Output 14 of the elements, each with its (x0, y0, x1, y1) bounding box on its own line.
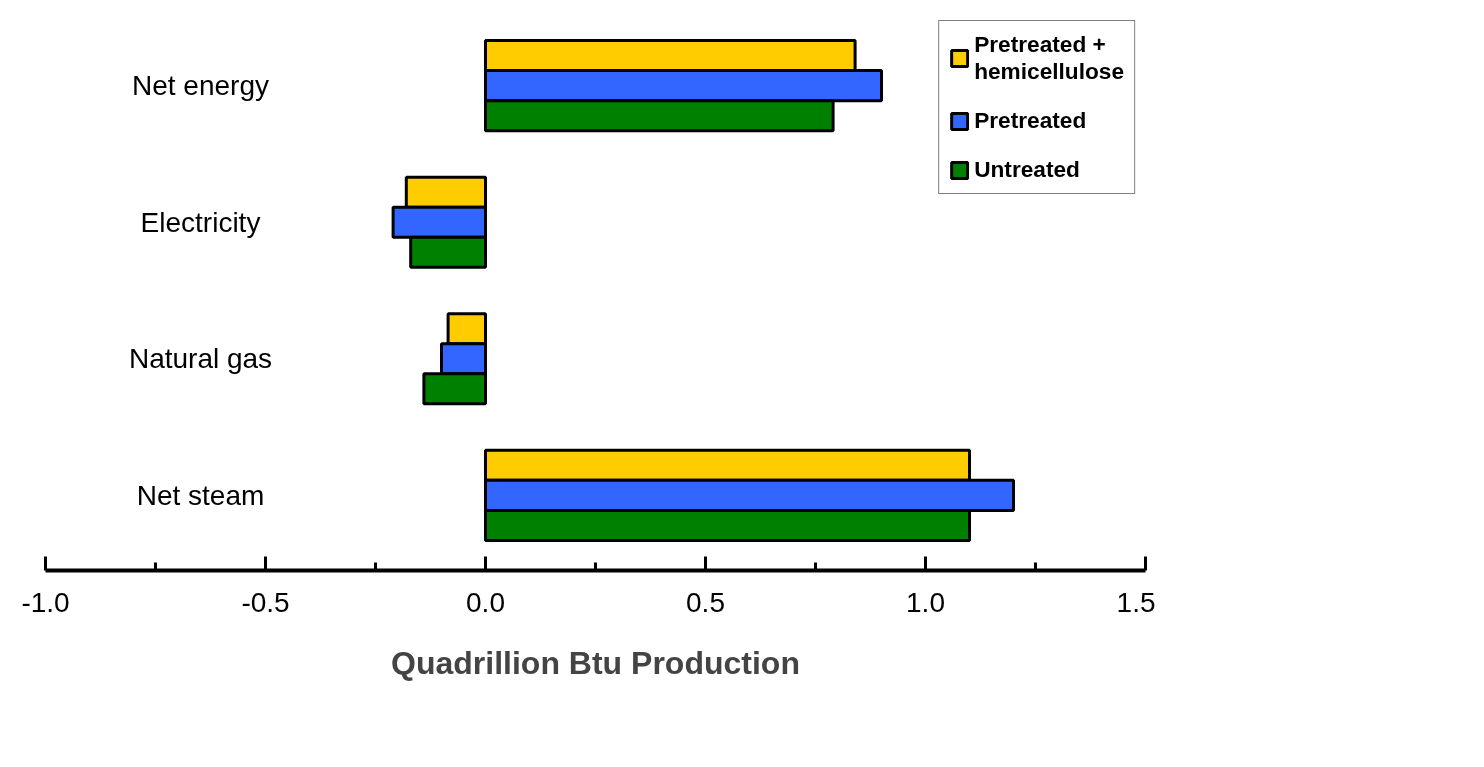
x-tick-label: 1.0 (906, 586, 945, 618)
y-tick-label: Net steam (136, 479, 265, 511)
y-tick-label: Electricity (140, 206, 261, 238)
x-tick-label: 0.5 (686, 586, 725, 618)
x-tick-label: -0.5 (241, 586, 290, 618)
x-tick-label: -1.0 (21, 586, 70, 618)
x-axis-title: Quadrillion Btu Production (391, 644, 800, 681)
x-tick-label: 0.0 (466, 586, 505, 618)
x-tick-label: 1.5 (1116, 586, 1156, 618)
legend-label: Pretreated + hemicellulose (974, 31, 1124, 85)
y-tick-label: Natural gas (128, 343, 273, 375)
legend-label: Pretreated (974, 107, 1087, 134)
legend-label: Untreated (974, 156, 1080, 183)
y-tick-label: Net energy (132, 70, 269, 102)
